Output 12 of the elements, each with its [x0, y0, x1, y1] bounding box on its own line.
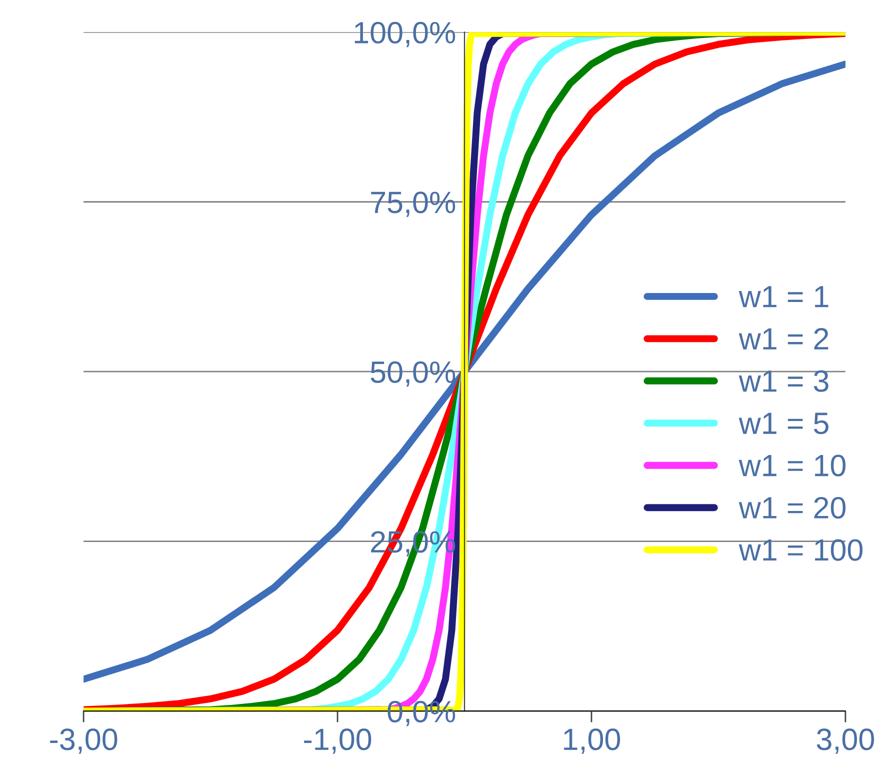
legend-label: w1 = 10 — [738, 454, 846, 476]
x-tick-label: -1,00 — [304, 728, 372, 754]
x-tick-label: 1,00 — [564, 728, 620, 754]
legend-label: w1 = 2 — [738, 328, 828, 350]
x-tick-label: 3,00 — [816, 728, 874, 754]
x-tick-label: -3,00 — [50, 728, 118, 754]
legend-label: w1 = 100 — [738, 539, 862, 561]
legend-label: w1 = 5 — [738, 412, 828, 434]
y-tick-label: 100,0% — [354, 22, 456, 48]
legend-label: w1 = 3 — [738, 370, 828, 392]
legend-label: w1 = 1 — [738, 286, 828, 308]
legend-label: w1 = 20 — [738, 496, 846, 519]
